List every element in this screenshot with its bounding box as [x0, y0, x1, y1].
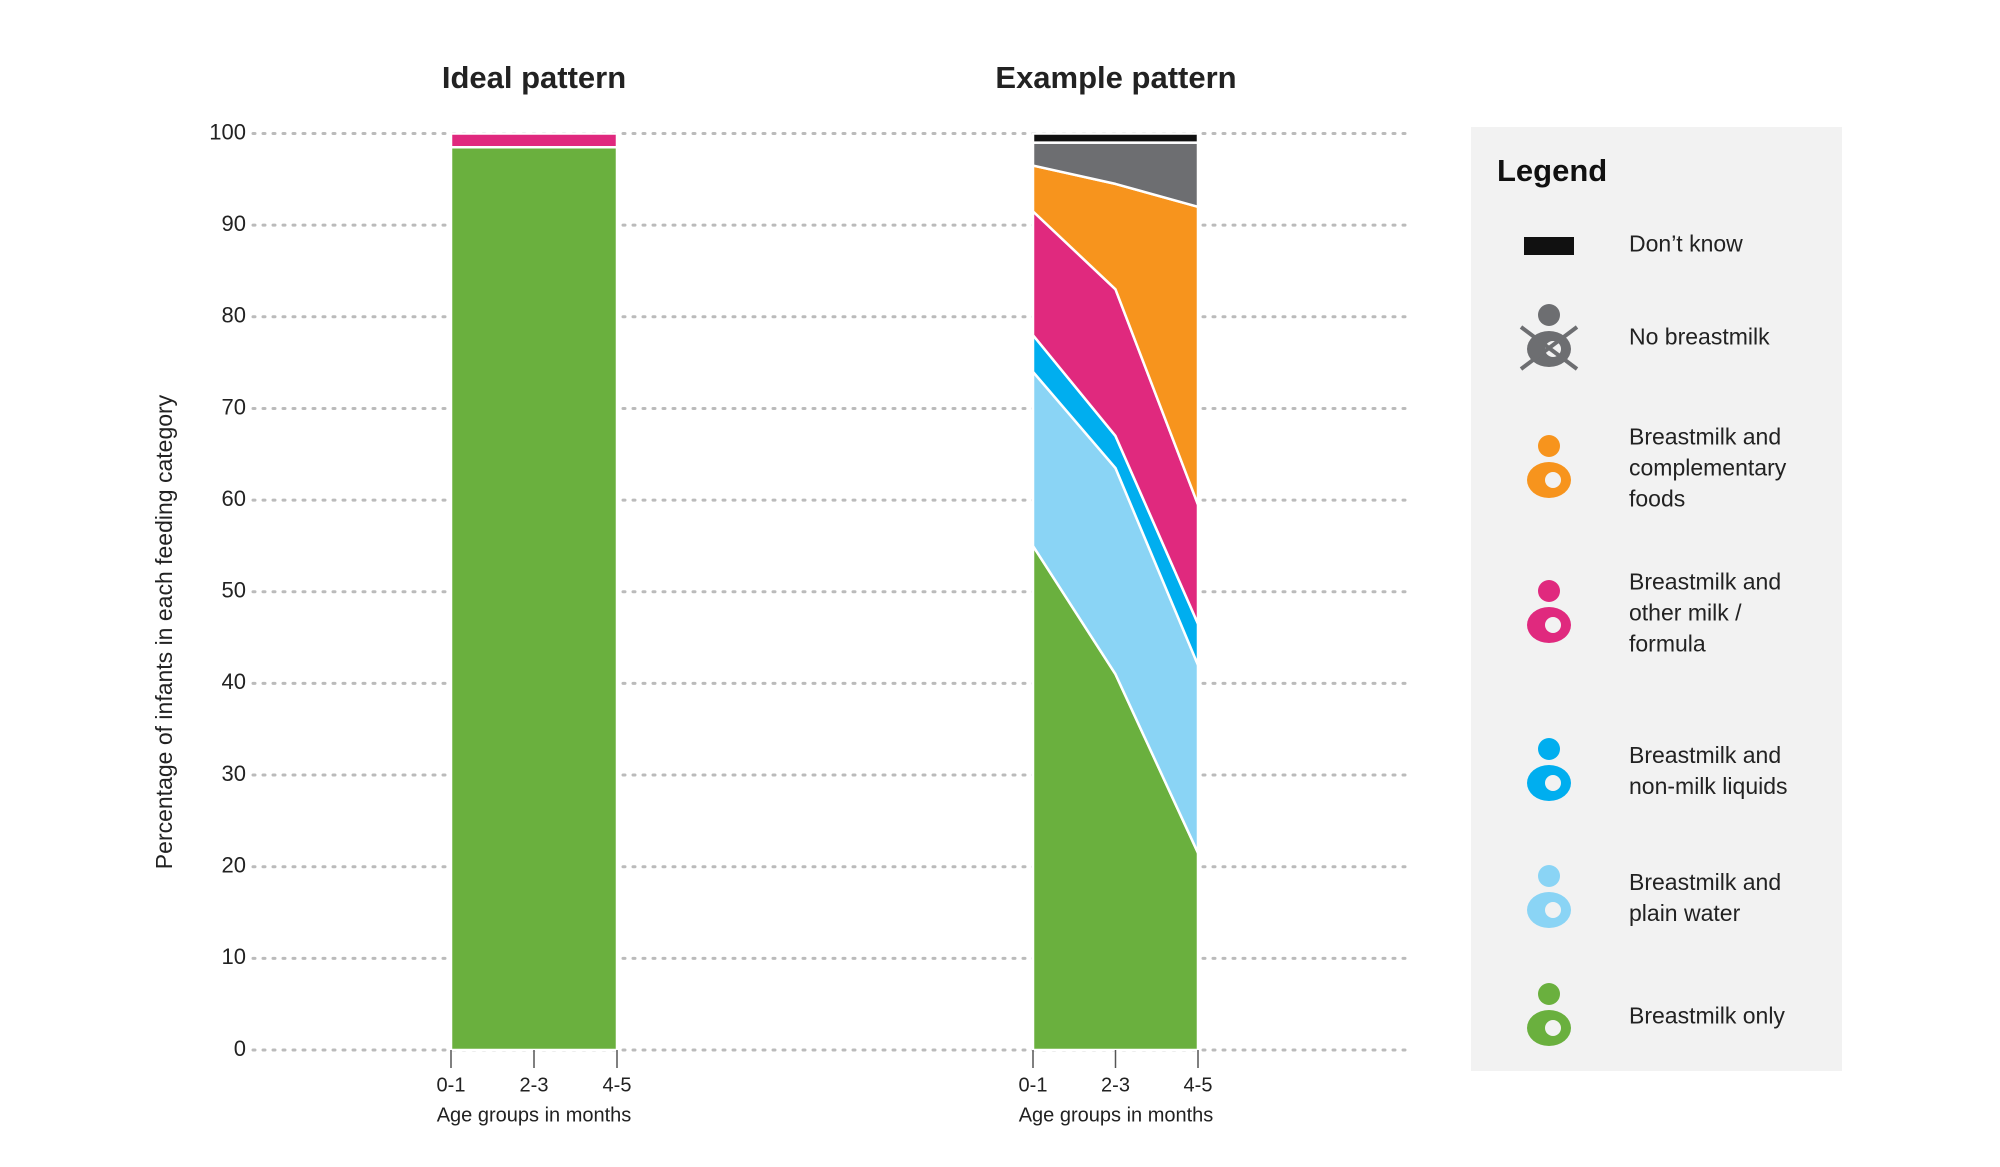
chart-title: Ideal pattern — [442, 60, 626, 95]
legend-icon — [1527, 865, 1571, 928]
x-tick-label: 4-5 — [1184, 1074, 1213, 1096]
legend-icon — [1527, 580, 1571, 643]
legend-icon — [1519, 304, 1579, 371]
x-axis-label: Age groups in months — [437, 1104, 632, 1126]
area — [449, 145, 619, 1052]
y-tick-label: 0 — [234, 1036, 246, 1061]
icon-baby — [1545, 902, 1561, 918]
legend-label: No breastmilk — [1629, 323, 1770, 350]
legend-label: Breastmilk and other milk / formula — [1629, 568, 1782, 657]
legend-label: Breastmilk and plain water — [1629, 869, 1782, 926]
y-tick-label: 100 — [209, 119, 246, 144]
y-tick-label: 70 — [222, 394, 246, 419]
y-tick-label: 40 — [222, 669, 246, 694]
icon-head — [1538, 580, 1560, 602]
y-tick-label: 20 — [222, 853, 246, 878]
y-tick-label: 60 — [222, 486, 246, 511]
legend-label: Breastmilk and complementary foods — [1629, 423, 1787, 512]
icon-head — [1538, 435, 1560, 457]
x-tick-label: 0-1 — [437, 1074, 466, 1096]
legend: Legend Don’t know No breastmilk Breastmilk… — [1471, 127, 1842, 1071]
icon-head — [1538, 304, 1560, 326]
legend-swatch — [1524, 237, 1574, 255]
icon-head — [1538, 738, 1560, 760]
y-tick-label: 10 — [222, 944, 246, 969]
icon-baby — [1545, 1020, 1561, 1036]
legend-icon — [1527, 983, 1571, 1046]
legend-label: Breastmilk and non-milk liquids — [1629, 742, 1788, 799]
icon-baby — [1545, 775, 1561, 791]
legend-icon — [1527, 435, 1571, 498]
icon-baby — [1545, 472, 1561, 488]
y-tick-label: 50 — [222, 578, 246, 603]
legend-label: Breastmilk only — [1629, 1002, 1785, 1029]
icon-head — [1538, 865, 1560, 887]
legend-icon — [1527, 738, 1571, 801]
x-tick-label: 4-5 — [603, 1074, 632, 1096]
legend-icon — [1524, 237, 1574, 255]
y-axis-label: Percentage of infants in each feeding ca… — [151, 394, 177, 869]
legend-label: Don’t know — [1629, 230, 1743, 257]
area — [1031, 132, 1200, 144]
icon-baby — [1545, 617, 1561, 633]
x-tick-label: 2-3 — [1101, 1074, 1130, 1096]
area — [449, 132, 619, 149]
y-tick-label: 90 — [222, 211, 246, 236]
icon-cross — [1519, 325, 1579, 371]
chart-title: Example pattern — [995, 60, 1236, 95]
icon-head — [1538, 983, 1560, 1005]
y-tick-label: 30 — [222, 761, 246, 786]
x-tick-label: 2-3 — [520, 1074, 549, 1096]
y-tick-label: 80 — [222, 303, 246, 328]
legend-title: Legend — [1497, 153, 1608, 188]
x-axis-label: Age groups in months — [1019, 1104, 1214, 1126]
x-tick-label: 0-1 — [1019, 1074, 1048, 1096]
